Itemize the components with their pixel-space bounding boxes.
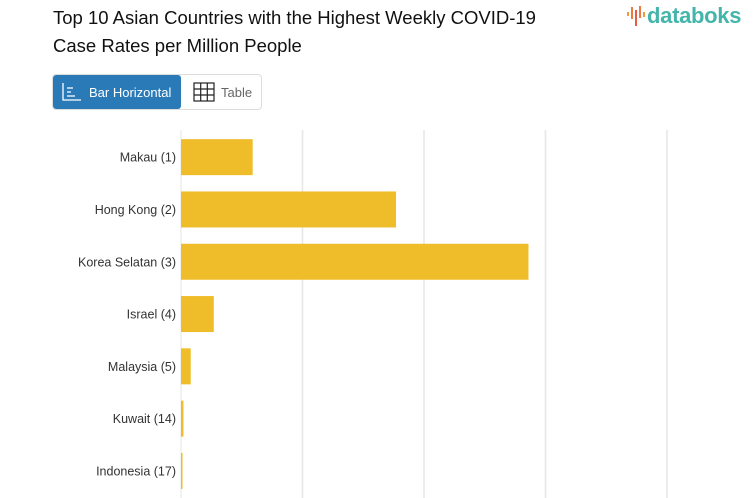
chart-title: Top 10 Asian Countries with the Highest …	[53, 7, 536, 56]
category-label: Makau (1)	[120, 151, 176, 165]
bar[interactable]	[181, 296, 214, 333]
bar[interactable]	[181, 348, 191, 385]
bar-horizontal-label: Bar Horizontal	[89, 84, 172, 100]
table-grid-icon	[193, 82, 215, 102]
table-button[interactable]: Table	[181, 75, 261, 109]
bar[interactable]	[181, 243, 529, 280]
logo-text: databoks	[647, 3, 742, 28]
category-label: Kuwait (14)	[113, 412, 176, 426]
bar-horizontal-button[interactable]: Bar Horizontal	[53, 75, 181, 109]
view-toggle: Bar Horizontal Table	[52, 74, 263, 110]
table-label: Table	[221, 84, 253, 100]
bar[interactable]	[181, 400, 184, 437]
category-label: Hong Kong (2)	[95, 203, 176, 217]
category-label: Israel (4)	[127, 308, 176, 322]
category-label: Korea Selatan (3)	[78, 255, 176, 269]
bar[interactable]	[181, 191, 397, 228]
category-label: Indonesia (17)	[96, 464, 176, 478]
logo-bars-icon	[627, 6, 645, 26]
bar-chart: Makau (1) Hong Kong (2) Korea Selatan (3) I…	[78, 130, 668, 498]
bar[interactable]	[181, 452, 183, 489]
bar-horizontal-icon	[62, 83, 81, 101]
bar[interactable]	[181, 139, 253, 176]
databoks-logo: databoks	[626, 3, 741, 29]
category-label: Malaysia (5)	[108, 360, 176, 374]
